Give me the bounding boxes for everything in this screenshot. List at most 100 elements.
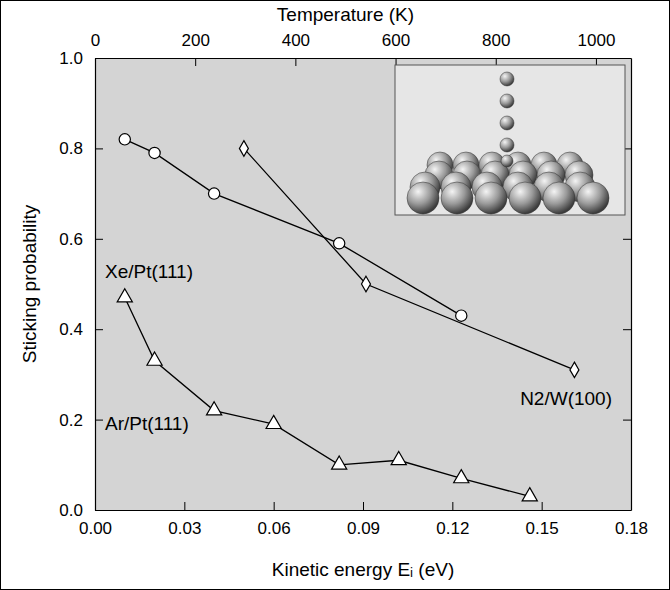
tick-mark [95, 420, 103, 421]
marker [119, 134, 130, 145]
tick-mark [623, 420, 631, 421]
axis-line [96, 58, 632, 59]
tick-label: 0 [91, 31, 100, 50]
tick: 0.12 [436, 502, 469, 538]
series-line [125, 298, 530, 497]
plot: 0.00 0.03 0.06 0.09 0.12 0.15 0.18 0.0 0.2 0.4 0.6… [59, 31, 648, 538]
gas-atom [501, 155, 513, 167]
y-axis-title: Sticking probability [19, 204, 40, 363]
tick-label: 800 [482, 31, 510, 50]
tick: 600 [382, 31, 410, 66]
tick-label: 600 [382, 31, 410, 50]
x2-axis-title: Temperature (K) [277, 4, 414, 25]
gas-atom [500, 72, 514, 86]
tick-label: 200 [181, 31, 209, 50]
surface-atom [407, 182, 439, 214]
tick-label: 0.03 [168, 519, 201, 538]
marker [117, 289, 132, 302]
marker [522, 488, 537, 501]
tick-label: 1000 [578, 31, 616, 50]
tick-mark [95, 329, 103, 330]
tick: 0 [91, 31, 100, 66]
tick-mark [623, 239, 631, 240]
tick: 0.15 [526, 502, 559, 538]
marker [147, 352, 162, 365]
tick-label: 0.18 [615, 519, 648, 538]
tick: 0.09 [347, 502, 380, 538]
surface-atom [543, 182, 575, 214]
gas-atom [500, 116, 514, 130]
tick-label: 0.12 [436, 519, 469, 538]
tick: 0.03 [168, 502, 201, 538]
tick: 0.6 [59, 230, 103, 249]
plot-background [95, 58, 631, 510]
surface-atom [577, 182, 609, 214]
series-label: Ar/Pt(111) [105, 413, 189, 434]
inset-frame [395, 65, 625, 215]
marker [454, 470, 469, 483]
x-axis-title: Kinetic energy Eᵢ (eV) [272, 559, 455, 580]
tick [623, 329, 631, 330]
marker [391, 452, 406, 465]
tick: 0.0 [59, 501, 103, 520]
tick: 1000 [578, 31, 616, 66]
tick-mark [95, 148, 103, 149]
tick-label: 0.6 [59, 230, 83, 249]
tick-mark [363, 502, 364, 510]
figure-frame [1, 1, 670, 590]
surface-atom [441, 182, 473, 214]
tick [623, 58, 631, 59]
axis-line [631, 59, 632, 511]
tick: 800 [482, 31, 510, 66]
tick-label: 0.2 [59, 411, 83, 430]
tick [623, 510, 631, 511]
tick-mark [95, 510, 103, 511]
axis-line [95, 59, 96, 511]
surface-atom [509, 182, 541, 214]
tick-label: 0.15 [526, 519, 559, 538]
marker [207, 402, 222, 415]
tick-mark [295, 58, 296, 66]
tick-label: 0.4 [59, 320, 83, 339]
tick-mark [195, 58, 196, 66]
tick-label: 0.09 [347, 519, 380, 538]
tick [623, 420, 631, 421]
tick-mark [542, 502, 543, 510]
tick-label: 0.8 [59, 139, 83, 158]
series-label: N2/W(100) [520, 388, 612, 409]
tick: 0.4 [59, 320, 103, 339]
chart: 0.00 0.03 0.06 0.09 0.12 0.15 0.18 0.0 0.2 0.4 0.6… [0, 0, 670, 590]
series-label: Xe/Pt(111) [105, 261, 193, 282]
tick-label: 0.06 [258, 519, 291, 538]
tick: 0.8 [59, 139, 103, 158]
tick [623, 239, 631, 240]
gas-atom [500, 138, 514, 152]
tick: 0.2 [59, 411, 103, 430]
marker [570, 362, 579, 378]
tick: 400 [282, 31, 310, 66]
x-axis: 0.00 0.03 0.06 0.09 0.12 0.15 0.18 [79, 502, 648, 538]
gas-atom [500, 94, 514, 108]
tick-label: 0.00 [79, 519, 112, 538]
tick: 0.06 [258, 502, 291, 538]
x2-axis: 0 200 400 600 800 1000 [91, 31, 632, 66]
data-marks [117, 134, 579, 501]
inset [395, 65, 625, 215]
marker [334, 238, 345, 249]
y-axis: 0.0 0.2 0.4 0.6 0.8 1.0 [59, 49, 103, 520]
marker [239, 141, 248, 157]
tick-label: 1.0 [59, 49, 83, 68]
tick-label: 0.0 [59, 501, 83, 520]
marker [456, 310, 467, 321]
tick: 200 [181, 31, 209, 66]
marker [361, 276, 370, 292]
tick-mark [623, 329, 631, 330]
marker [149, 147, 160, 158]
marker [332, 456, 347, 469]
tick-mark [184, 502, 185, 510]
tick-mark [95, 58, 96, 66]
tick-mark [95, 239, 103, 240]
marker [266, 415, 281, 428]
tick-mark [452, 502, 453, 510]
surface-atom [475, 182, 507, 214]
